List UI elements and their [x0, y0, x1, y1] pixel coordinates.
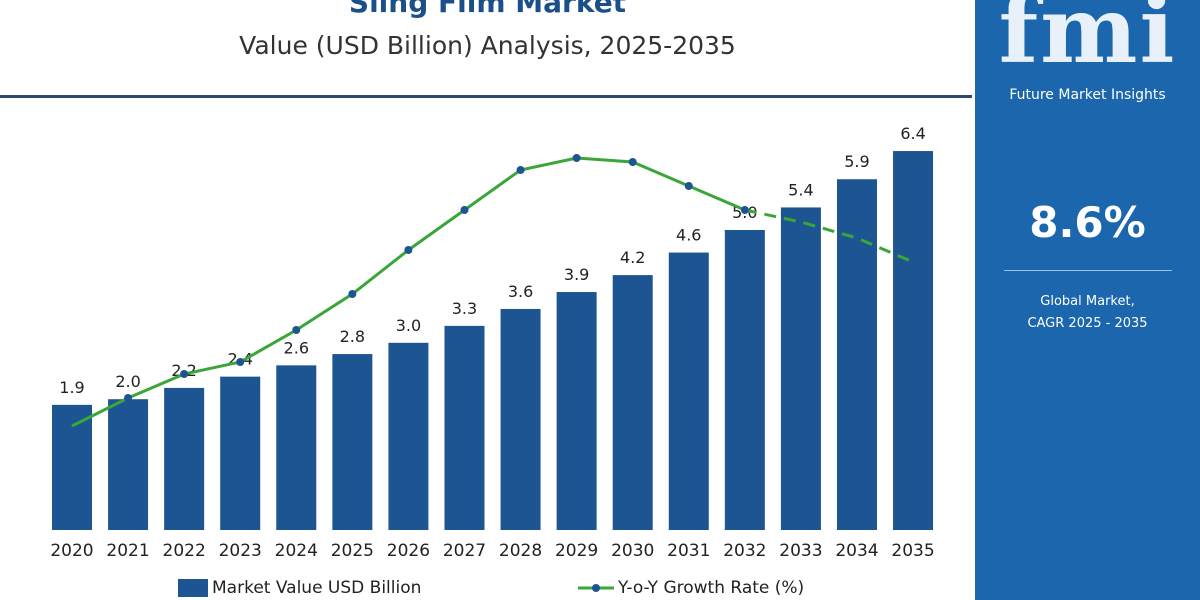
bar-2034: [836, 179, 877, 531]
bar-2022: [164, 387, 205, 530]
chart-title: Sling Film Market: [348, 0, 627, 19]
x-tick-2021: 2021: [106, 541, 149, 561]
growth-point-2032: [740, 206, 749, 214]
cagr-label-1: Global Market,: [1040, 294, 1135, 309]
growth-point-2030: [628, 158, 637, 166]
growth-point-2023: [236, 358, 245, 366]
x-tick-2024: 2024: [275, 541, 318, 561]
chart-subtitle: Value (USD Billion) Analysis, 2025-2035: [239, 31, 736, 60]
legend-line-swatch: [578, 584, 614, 592]
x-tick-2027: 2027: [443, 541, 486, 561]
bar-label-2028: 3.6: [508, 282, 533, 301]
x-tick-2032: 2032: [723, 541, 766, 561]
growth-point-2029: [572, 154, 581, 162]
bar-2025: [332, 354, 373, 530]
fmi-logo: fmi: [998, 0, 1177, 84]
bar-2021: [108, 399, 149, 530]
x-tick-2022: 2022: [163, 541, 206, 561]
bar-label-2024: 2.6: [284, 338, 309, 357]
bar-label-2031: 4.6: [676, 226, 701, 245]
x-tick-2026: 2026: [387, 541, 430, 561]
x-tick-2033: 2033: [779, 541, 822, 561]
bar-2024: [276, 365, 317, 530]
bar-label-2020: 1.9: [59, 378, 84, 397]
growth-point-2022: [180, 370, 189, 378]
growth-point-2021: [124, 394, 133, 402]
logo-subtitle: Future Market Insights: [1009, 87, 1166, 103]
growth-point-2025: [348, 290, 357, 298]
x-tick-2029: 2029: [555, 541, 598, 561]
bar-label-2033: 5.4: [788, 180, 813, 199]
bar-2023: [220, 376, 261, 530]
x-tick-2034: 2034: [835, 541, 878, 561]
bar-label-2025: 2.8: [340, 327, 365, 346]
x-tick-2035: 2035: [891, 541, 934, 561]
bar-label-2021: 2.0: [115, 372, 140, 391]
bar-2026: [388, 342, 429, 530]
bar-label-2030: 4.2: [620, 248, 645, 267]
legend-bar-swatch: [178, 579, 208, 597]
growth-point-2028: [516, 166, 525, 174]
side-panel: fmi Future Market Insights 8.6% Global M…: [975, 0, 1200, 600]
bar-2033: [780, 207, 821, 530]
cagr-value: 8.6%: [1029, 198, 1146, 247]
divider: [0, 95, 972, 98]
legend-line: Y-o-Y Growth Rate (%): [578, 578, 804, 598]
bar-label-2027: 3.3: [452, 299, 477, 318]
growth-point-2024: [292, 326, 301, 334]
bar-2032: [724, 230, 765, 530]
bar-label-2035: 6.4: [900, 124, 925, 143]
growth-point-2027: [460, 206, 469, 214]
bar-2028: [500, 308, 541, 530]
x-tick-2025: 2025: [331, 541, 374, 561]
bar-label-2029: 3.9: [564, 265, 589, 284]
chart-area: 1.920202.020212.220222.420232.620242.820…: [50, 124, 934, 561]
x-tick-2023: 2023: [219, 541, 262, 561]
bar-2029: [556, 292, 597, 530]
growth-line-dashed: [744, 208, 914, 264]
legend-bar: Market Value USD Billion: [178, 578, 421, 598]
bar-2020: [52, 404, 92, 530]
x-tick-2031: 2031: [667, 541, 710, 561]
bar-label-2026: 3.0: [396, 316, 421, 335]
bar-label-2034: 5.9: [844, 152, 869, 171]
bar-2030: [612, 275, 653, 530]
x-tick-2028: 2028: [499, 541, 542, 561]
bar-2027: [444, 325, 485, 530]
panel-divider: [1003, 270, 1172, 271]
legend-line-label: Y-o-Y Growth Rate (%): [618, 578, 805, 598]
legend-bar-label: Market Value USD Billion: [212, 578, 422, 598]
growth-point-2026: [404, 246, 413, 254]
bar-2035: [893, 151, 934, 531]
growth-point-2031: [684, 182, 693, 190]
bar-2031: [668, 252, 709, 530]
x-tick-2020: 2020: [50, 541, 93, 561]
cagr-label-2: CAGR 2025 - 2035: [1027, 316, 1148, 331]
x-tick-2030: 2030: [611, 541, 654, 561]
